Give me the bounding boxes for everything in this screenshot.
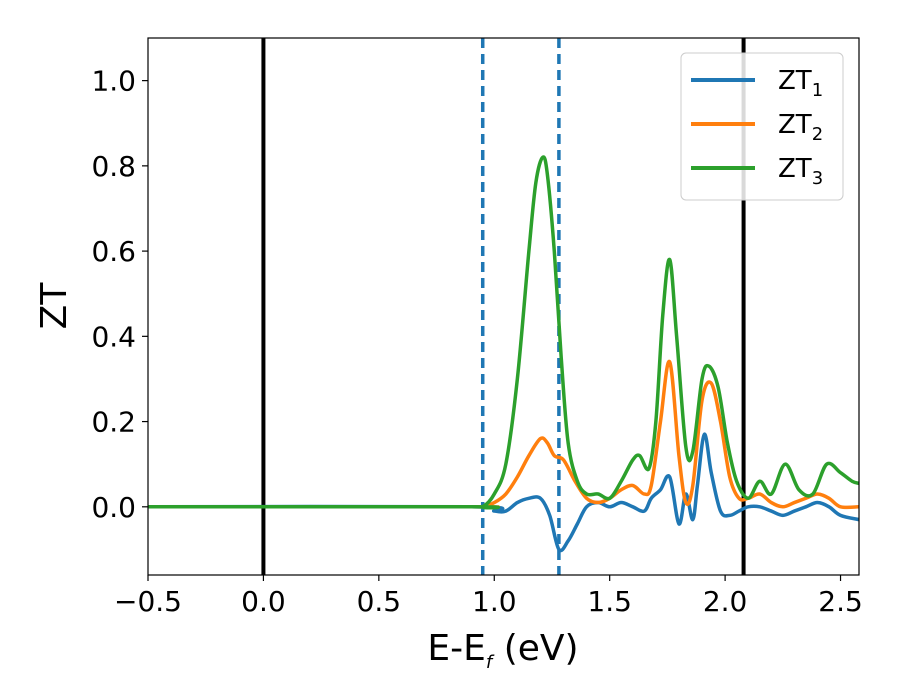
- x-tick-label: 2.5: [818, 585, 863, 618]
- legend-label-zt3: ZT3: [778, 154, 823, 189]
- x-axis-ticks: −0.5 0.0 0.5 1.0 1.5 2.0 2.5: [114, 575, 863, 618]
- x-tick-label: −0.5: [114, 585, 182, 618]
- legend: ZT1 ZT2 ZT3: [680, 52, 844, 201]
- x-tick-label: 0.5: [357, 585, 402, 618]
- x-axis-title: E-Ef (eV): [427, 628, 578, 673]
- legend-label-zt2: ZT2: [778, 110, 823, 145]
- x-tick-label: 1.0: [472, 585, 517, 618]
- y-axis-ticks: 0.0 0.2 0.4 0.6 0.8 1.0: [91, 65, 148, 524]
- y-tick-label: 0.2: [91, 406, 136, 439]
- legend-label-zt1: ZT1: [778, 66, 823, 101]
- plot-frame: [147, 37, 860, 576]
- series-line-zt1: [148, 432, 859, 553]
- series-lines: [148, 155, 859, 553]
- x-tick-label: 0.0: [241, 585, 286, 618]
- x-tick-label: 1.5: [587, 585, 632, 618]
- legend-box: [680, 52, 844, 201]
- y-tick-label: 1.0: [91, 65, 136, 98]
- series-line-zt3: [148, 155, 859, 510]
- y-tick-label: 0.6: [91, 235, 136, 268]
- y-tick-label: 0.0: [91, 491, 136, 524]
- y-tick-label: 0.4: [91, 320, 136, 353]
- x-tick-label: 2.0: [703, 585, 748, 618]
- series-line-zt2: [148, 360, 859, 510]
- y-tick-label: 0.8: [91, 150, 136, 183]
- y-axis-title: ZT: [34, 282, 75, 330]
